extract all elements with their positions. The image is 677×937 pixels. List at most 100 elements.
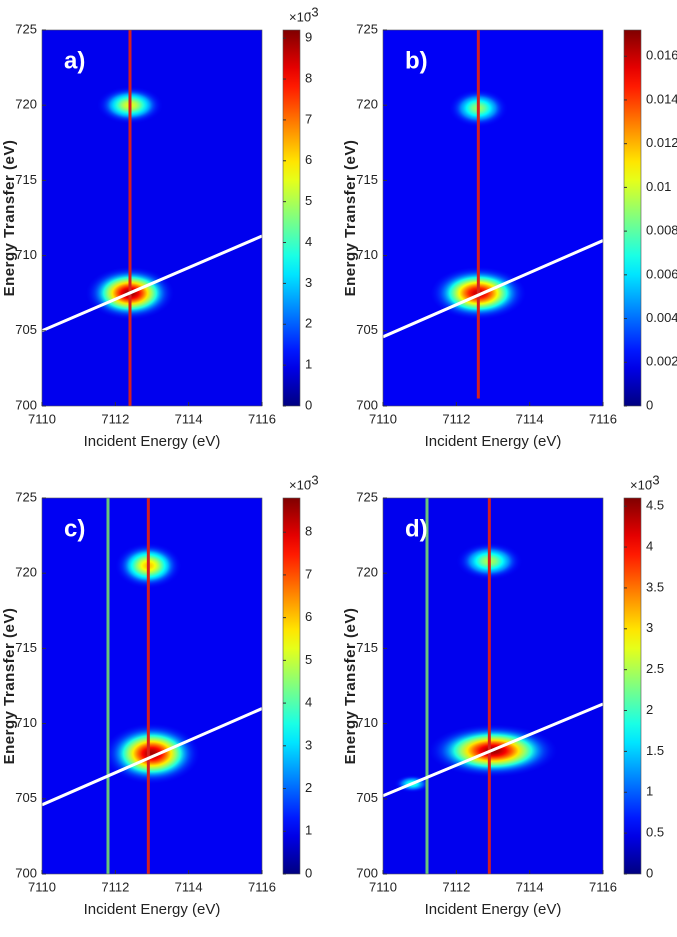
panel-label: a) (64, 47, 85, 74)
colorbar-scale-exponent: -3 (307, 4, 319, 19)
x-tick-label: 7114 (516, 879, 544, 894)
x-tick-label: 7114 (175, 411, 203, 426)
peak (104, 723, 200, 784)
colorbar-tick-label: 7 (305, 566, 312, 581)
colorbar (623, 497, 642, 875)
guide-line (42, 707, 262, 807)
colorbar-tick-label: 9 (305, 30, 312, 45)
plot-area (383, 30, 603, 406)
colorbar (623, 29, 642, 407)
plot-area (383, 498, 603, 874)
colorbar-tick-label: 0.014 (646, 91, 677, 106)
y-tick-label: 720 (15, 565, 37, 580)
x-tick-label: 7116 (589, 411, 617, 426)
colorbar-tick-label: 0 (646, 397, 653, 412)
y-tick-label: 710 (15, 715, 37, 730)
colorbar-tick-label: 8 (305, 70, 312, 85)
panel-label: d) (405, 515, 428, 542)
colorbar-tick-label: 1 (646, 784, 653, 799)
y-tick-label: 715 (15, 640, 37, 655)
colorbar-tick-label: 4 (646, 538, 653, 553)
colorbar-scale: ×10 (630, 477, 652, 492)
colorbar-tick-label: 7 (305, 111, 312, 126)
colorbar-scale: ×10 (289, 477, 311, 492)
x-tick-label: 7116 (248, 411, 276, 426)
colorbar-scale-exponent: -3 (307, 472, 319, 487)
plot-frame (41, 29, 263, 407)
colorbar-tick-label: 0.01 (646, 179, 671, 194)
y-tick-label: 705 (356, 790, 378, 805)
x-axis-label: Incident Energy (eV) (425, 901, 562, 918)
colorbar-scale: ×10 (289, 9, 311, 24)
guide-line (383, 239, 603, 339)
y-tick-label: 710 (15, 247, 37, 262)
colorbar-tick-label: 4 (305, 234, 312, 249)
colorbar-tick-label: 3.5 (646, 579, 664, 594)
colorbar-tick-label: 1.5 (646, 743, 664, 758)
colorbar-tick-label: 3 (646, 620, 653, 635)
colorbar-tick-label: 2 (646, 702, 653, 717)
x-tick-label: 7114 (175, 879, 203, 894)
colorbar-tick-label: 0.002 (646, 354, 677, 369)
colorbar-tick-label: 6 (305, 152, 312, 167)
y-tick-label: 705 (356, 322, 378, 337)
y-tick-label: 715 (356, 172, 378, 187)
colorbar-tick-label: 5 (305, 193, 312, 208)
colorbar-tick-label: 0.012 (646, 135, 677, 150)
guide-line (383, 702, 603, 798)
colorbar-tick-label: 0 (305, 865, 312, 880)
y-axis-label: Energy Transfer (eV) (1, 140, 18, 297)
y-tick-label: 725 (15, 21, 37, 36)
colorbar-tick-label: 4.5 (646, 498, 664, 513)
colorbar-tick-label: 3 (305, 275, 312, 290)
y-tick-label: 710 (356, 247, 378, 262)
x-axis-label: Incident Energy (eV) (84, 433, 221, 450)
colorbar-tick-label: 0.008 (646, 223, 677, 238)
panel-label: c) (64, 515, 85, 542)
colorbar-tick-label: 0 (646, 865, 653, 880)
colorbar-tick-label: 0.004 (646, 310, 677, 325)
panel-label: b) (405, 47, 428, 74)
y-axis-label: Energy Transfer (eV) (342, 608, 359, 765)
y-axis-label: Energy Transfer (eV) (342, 140, 359, 297)
colorbar-tick-label: 4 (305, 695, 312, 710)
y-tick-label: 715 (356, 640, 378, 655)
x-tick-label: 7112 (442, 879, 470, 894)
colorbar-scale-exponent: -3 (648, 472, 660, 487)
colorbar-tick-label: 0.006 (646, 266, 677, 281)
colorbar-tick-label: 8 (305, 524, 312, 539)
y-tick-label: 715 (15, 172, 37, 187)
y-tick-label: 720 (356, 565, 378, 580)
plot-frame (382, 29, 604, 407)
colorbar-tick-label: 1 (305, 823, 312, 838)
colorbar-tick-label: 0 (305, 397, 312, 412)
y-tick-label: 710 (356, 715, 378, 730)
colorbar-tick-label: 3 (305, 737, 312, 752)
x-tick-label: 7110 (28, 411, 56, 426)
colorbar-tick-label: 2 (305, 316, 312, 331)
colorbar-tick-label: 2 (305, 780, 312, 795)
y-tick-label: 700 (356, 397, 378, 412)
colorbar (282, 29, 301, 407)
y-axis-label: Energy Transfer (eV) (1, 608, 18, 765)
x-tick-label: 7114 (516, 411, 544, 426)
x-tick-label: 7112 (101, 879, 129, 894)
x-tick-label: 7112 (101, 411, 129, 426)
y-tick-label: 720 (15, 97, 37, 112)
y-tick-label: 700 (15, 865, 37, 880)
x-tick-label: 7110 (369, 879, 397, 894)
y-tick-label: 720 (356, 97, 378, 112)
colorbar-tick-label: 6 (305, 609, 312, 624)
colorbar-tick-label: 2.5 (646, 661, 664, 676)
guide-line (42, 234, 262, 333)
y-tick-label: 725 (356, 489, 378, 504)
x-tick-label: 7112 (442, 411, 470, 426)
x-tick-label: 7110 (28, 879, 56, 894)
colorbar-tick-label: 0.5 (646, 825, 664, 840)
plot-frame (41, 497, 263, 875)
x-tick-label: 7116 (589, 879, 617, 894)
plot-area (42, 30, 262, 406)
x-tick-label: 7116 (248, 879, 276, 894)
y-tick-label: 700 (15, 397, 37, 412)
